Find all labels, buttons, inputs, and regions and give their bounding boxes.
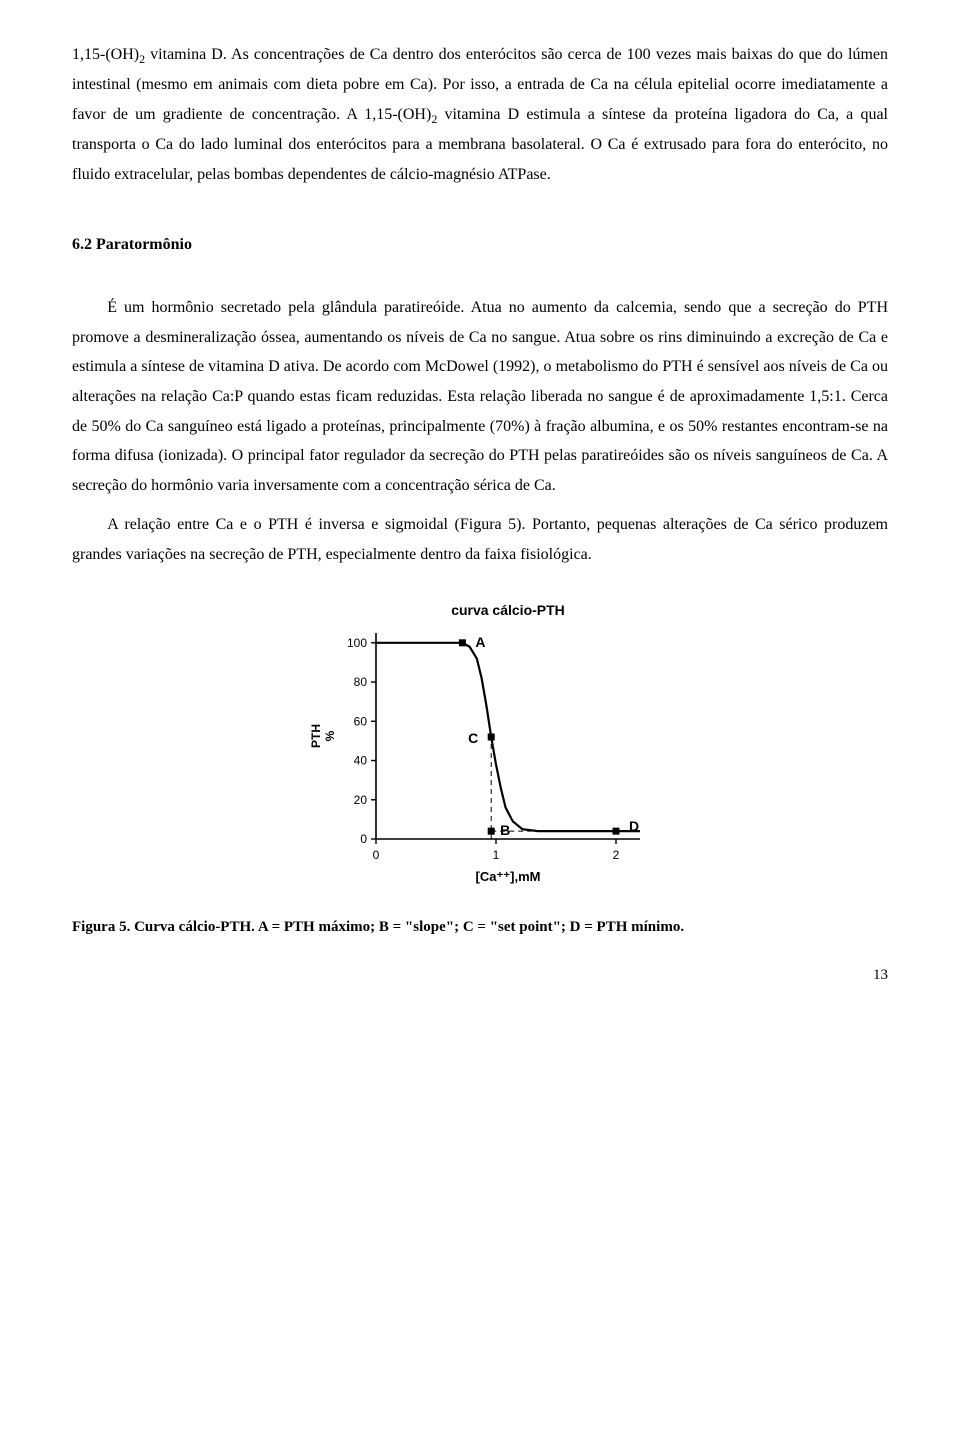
svg-text:2: 2 [613, 848, 620, 862]
paragraph-2: É um hormônio secretado pela glândula pa… [72, 293, 888, 500]
svg-text:%: % [323, 731, 337, 742]
svg-text:20: 20 [354, 793, 368, 807]
svg-text:40: 40 [354, 754, 368, 768]
svg-text:100: 100 [347, 636, 367, 650]
document-page: 1,15-(OH)2 vitamina D. As concentrações … [0, 0, 960, 1020]
calcium-pth-chart: curva cálcio-PTH 0 20 40 60 80 100 0 1 2 PTH% [Ca⁺⁺… [300, 599, 660, 889]
figure-caption: Figura 5. Curva cálcio-PTH. A = PTH máxi… [72, 914, 888, 942]
svg-text:PTH: PTH [309, 724, 323, 748]
svg-text:D: D [629, 819, 639, 835]
paragraph-3: A relação entre Ca e o PTH é inversa e s… [72, 510, 888, 569]
paragraph-1: 1,15-(OH)2 vitamina D. As concentrações … [72, 40, 888, 190]
svg-text:A: A [475, 634, 485, 650]
svg-text:[Ca⁺⁺],mM: [Ca⁺⁺],mM [476, 869, 541, 884]
section-heading: 6.2 Paratormônio [72, 230, 888, 260]
p1-part-a: 1,15-(OH) [72, 46, 139, 63]
svg-text:0: 0 [373, 848, 380, 862]
svg-text:80: 80 [354, 676, 368, 690]
page-number: 13 [72, 962, 888, 990]
svg-text:0: 0 [360, 832, 367, 846]
svg-text:1: 1 [493, 848, 500, 862]
svg-text:B: B [500, 823, 510, 839]
svg-text:curva cálcio-PTH: curva cálcio-PTH [451, 602, 565, 618]
svg-text:60: 60 [354, 715, 368, 729]
figure-container: curva cálcio-PTH 0 20 40 60 80 100 0 1 2 PTH% [Ca⁺⁺… [72, 599, 888, 900]
svg-text:C: C [468, 730, 478, 746]
